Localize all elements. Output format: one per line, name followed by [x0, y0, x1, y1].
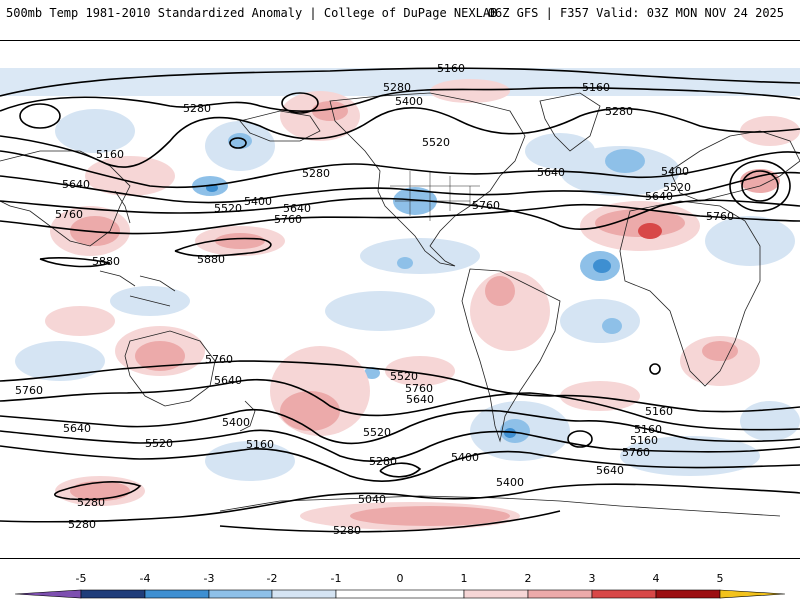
contour-label: 5160 — [437, 62, 465, 75]
colorbar-tick: -2 — [267, 572, 278, 585]
positive-anomaly-medium — [70, 101, 780, 526]
contour-labels: 5160 5160 5280 5280 5400 5520 5280 5160 … — [15, 62, 734, 537]
contour-label: 5640 — [62, 178, 90, 191]
contour-label: 5040 — [358, 493, 386, 506]
contour-label: 5400 — [496, 476, 524, 489]
contour-label: 5520 — [390, 370, 418, 383]
contour-label: 5760 — [405, 382, 433, 395]
colorbar-seg-pos5 — [719, 589, 786, 599]
colorbar-tick: 3 — [589, 572, 596, 585]
contour-label: 5760 — [622, 446, 650, 459]
colorbar-seg-neg2 — [208, 589, 273, 599]
contour-label: 5400 — [395, 95, 423, 108]
colorbar-seg-pos3 — [591, 589, 657, 599]
contour-label: 5160 — [630, 434, 658, 447]
contour-label: 5520 — [363, 426, 391, 439]
contour-label: 5400 — [244, 195, 272, 208]
contour-label: 5880 — [92, 255, 120, 268]
contour-label: 5520 — [663, 181, 691, 194]
contour-label: 5280 — [383, 81, 411, 94]
contour-label: 5520 — [214, 202, 242, 215]
contour-label: 5760 — [15, 384, 43, 397]
colorbar-tick: -1 — [331, 572, 342, 585]
colorbar-tick: 0 — [397, 572, 404, 585]
contour-label: 5880 — [197, 253, 225, 266]
colorbar: -5 -4 -3 -2 -1 0 1 2 3 4 5 — [0, 566, 800, 600]
contour-label: 5640 — [406, 393, 434, 406]
colorbar-seg-neg4 — [80, 589, 146, 599]
positive-anomaly-strong — [638, 223, 662, 239]
contour-label: 5760 — [706, 210, 734, 223]
contour-label: 5280 — [183, 102, 211, 115]
map-title: 500mb Temp 1981-2010 Standardized Anomal… — [6, 6, 498, 20]
contour-label: 5160 — [582, 81, 610, 94]
colorbar-seg-neg1 — [271, 589, 337, 599]
contour-label: 5280 — [369, 455, 397, 468]
contour-label: 5760 — [55, 208, 83, 221]
contour-label: 5280 — [302, 167, 330, 180]
contour-label: 5160 — [246, 438, 274, 451]
contour-label: 5640 — [537, 166, 565, 179]
colorbar-tick: 2 — [525, 572, 532, 585]
colorbar-ticks: -5 -4 -3 -2 -1 0 1 2 3 4 5 — [76, 572, 724, 585]
height-contours — [0, 67, 800, 533]
colorbar-seg-zero — [335, 589, 465, 599]
contour-label: 5760 — [472, 199, 500, 212]
model-run-valid-time: 06Z GFS | F357 Valid: 03Z MON NOV 24 202… — [487, 6, 784, 20]
contour-label: 5160 — [96, 148, 124, 161]
colorbar-seg-pos2 — [527, 589, 593, 599]
contour-label: 5640 — [596, 464, 624, 477]
contour-label: 5640 — [645, 190, 673, 203]
colorbar-tick: 4 — [653, 572, 660, 585]
colorbar-tick: 1 — [461, 572, 468, 585]
colorbar-tick: -4 — [140, 572, 151, 585]
contour-label: 5400 — [661, 165, 689, 178]
contour-label: 5760 — [205, 353, 233, 366]
contour-label: 5280 — [77, 496, 105, 509]
contour-label: 5520 — [145, 437, 173, 450]
colorbar-tick: -3 — [204, 572, 215, 585]
colorbar-tick: 5 — [717, 572, 724, 585]
contour-label: 5400 — [222, 416, 250, 429]
colorbar-seg-pos1 — [463, 589, 529, 599]
contour-label: 5760 — [274, 213, 302, 226]
contour-label: 5280 — [68, 518, 96, 531]
contour-label: 5280 — [333, 524, 361, 537]
polar-band — [0, 41, 800, 68]
anomaly-map: 5160 5160 5280 5280 5400 5520 5280 5160 … — [0, 40, 800, 559]
arctic-negative-band — [0, 68, 800, 96]
map-canvas: 5160 5160 5280 5280 5400 5520 5280 5160 … — [0, 41, 800, 537]
contour-label: 5520 — [422, 136, 450, 149]
negative-anomaly-medium — [192, 133, 767, 443]
contour-label: 5400 — [451, 451, 479, 464]
contour-label: 5640 — [283, 202, 311, 215]
contour-label: 5640 — [63, 422, 91, 435]
contour-label: 5280 — [605, 105, 633, 118]
colorbar-seg-neg3 — [144, 589, 210, 599]
contour-label: 5160 — [645, 405, 673, 418]
colorbar-tick: -5 — [76, 572, 87, 585]
contour-label: 5160 — [634, 423, 662, 436]
colorbar-seg-pos4 — [655, 589, 721, 599]
colorbar-svg: -5 -4 -3 -2 -1 0 1 2 3 4 5 — [14, 572, 786, 599]
colorbar-seg-neg5 — [14, 589, 82, 599]
contour-label: 5640 — [214, 374, 242, 387]
